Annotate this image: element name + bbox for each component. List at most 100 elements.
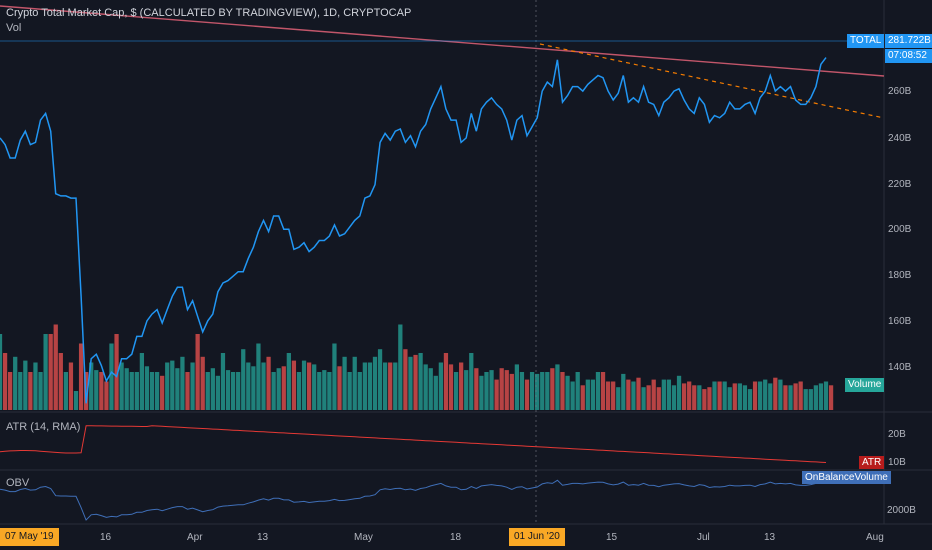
volume-bar xyxy=(160,375,165,410)
volume-bar xyxy=(727,387,732,410)
volume-bar xyxy=(793,383,798,410)
volume-bar xyxy=(119,362,124,410)
volume-bar xyxy=(595,372,601,410)
volume-bar xyxy=(687,381,692,410)
volume-bar xyxy=(271,372,276,410)
chart-title: Crypto Total Market Cap, $ (CALCULATED B… xyxy=(6,7,412,19)
obv-indicator-label[interactable]: OBV xyxy=(6,477,30,489)
time-tick: 18 xyxy=(450,532,462,543)
volume-bar xyxy=(296,372,302,410)
volume-bar xyxy=(144,366,150,410)
atr-indicator-label[interactable]: ATR (14, RMA) xyxy=(6,421,81,433)
volume-bar xyxy=(656,387,661,410)
volume-bar xyxy=(550,368,555,410)
volume-bar xyxy=(616,387,621,410)
volume-bar xyxy=(590,379,596,410)
volume-bar xyxy=(798,381,803,410)
volume-bar xyxy=(697,385,702,410)
volume-bar xyxy=(372,356,378,410)
volume-bar xyxy=(2,353,8,410)
volume-bar xyxy=(109,343,114,410)
volume-bar xyxy=(737,383,742,410)
volume-bar xyxy=(474,368,479,410)
volume-bar xyxy=(428,368,433,410)
volume-bar xyxy=(0,334,3,410)
time-axis[interactable]: 07 May '19 16 Apr 13 May 18 01 Jun '20 1… xyxy=(0,526,932,550)
volume-bar xyxy=(479,375,484,410)
volume-bar xyxy=(707,387,712,410)
volume-bar xyxy=(570,381,575,410)
volume-bar xyxy=(48,334,53,410)
volume-bar xyxy=(28,372,33,410)
dashed-trendline xyxy=(539,43,885,119)
volume-bar xyxy=(383,362,388,410)
volume-bar xyxy=(681,383,687,410)
volume-bar xyxy=(540,372,545,410)
volume-bar xyxy=(165,362,170,410)
volume-bar xyxy=(646,385,651,410)
volume-bar xyxy=(631,381,636,410)
volume-bar xyxy=(337,366,342,410)
volume-bar xyxy=(322,370,327,410)
volume-bar xyxy=(114,334,119,410)
volume-bar xyxy=(317,372,322,410)
volume-bar xyxy=(676,375,682,410)
volume-bar xyxy=(332,343,337,410)
volume-bar xyxy=(99,372,104,410)
volume-bar xyxy=(813,385,818,410)
volume-bar xyxy=(170,360,175,410)
volume-bar xyxy=(560,372,565,410)
volume-bar xyxy=(717,381,722,410)
volume-bar xyxy=(636,377,641,410)
volume-bar xyxy=(742,385,748,410)
volume-bar xyxy=(149,372,155,410)
volume-bar xyxy=(73,391,79,410)
volume-bar xyxy=(611,381,616,410)
volume-bar xyxy=(134,372,139,410)
volume-bar xyxy=(752,381,758,410)
volume-bar xyxy=(53,324,58,410)
volume-bar xyxy=(423,364,428,410)
volume-bar xyxy=(413,354,418,410)
volume-bar xyxy=(524,379,530,410)
volume-badge: Volume xyxy=(845,378,885,392)
volume-bar xyxy=(763,379,768,410)
volume-bar xyxy=(600,372,606,410)
volume-bar xyxy=(509,373,514,410)
volume-bar xyxy=(13,356,18,410)
volume-bar xyxy=(484,372,489,410)
volume-bar xyxy=(236,372,241,410)
volume-bar xyxy=(388,362,393,410)
volume-bar xyxy=(200,356,205,410)
volume-bar xyxy=(783,385,788,410)
volume-bar xyxy=(641,387,646,410)
time-tick: May xyxy=(354,532,373,543)
volume-bar xyxy=(702,389,707,410)
volume-bar xyxy=(124,368,129,410)
volume-bar xyxy=(661,379,666,410)
price-tick: 140B xyxy=(888,362,912,373)
time-tick: 13 xyxy=(257,532,269,543)
volume-bar xyxy=(23,360,28,410)
volume-bar xyxy=(286,353,291,410)
volume-bar xyxy=(185,372,190,410)
volume-bar xyxy=(190,362,195,410)
time-axis-highlight-crosshair: 01 Jun '20 xyxy=(509,528,565,546)
price-tick: 220B xyxy=(888,179,912,190)
volume-bar xyxy=(63,372,69,410)
volume-bar xyxy=(393,362,398,410)
volume-bar xyxy=(803,389,808,410)
volume-bar xyxy=(180,356,185,410)
volume-bar xyxy=(747,389,753,410)
volume-bar xyxy=(712,381,717,410)
volume-bar xyxy=(33,362,38,410)
volume-bar xyxy=(327,372,332,410)
volume-bar xyxy=(433,375,438,410)
volume-bar xyxy=(94,370,99,410)
time-tick: 13 xyxy=(764,532,776,543)
volume-indicator-label[interactable]: Vol xyxy=(6,22,22,34)
price-axis[interactable]: 260B 240B 220B 200B 180B 160B 140B xyxy=(884,0,932,410)
volume-bar xyxy=(418,353,423,410)
